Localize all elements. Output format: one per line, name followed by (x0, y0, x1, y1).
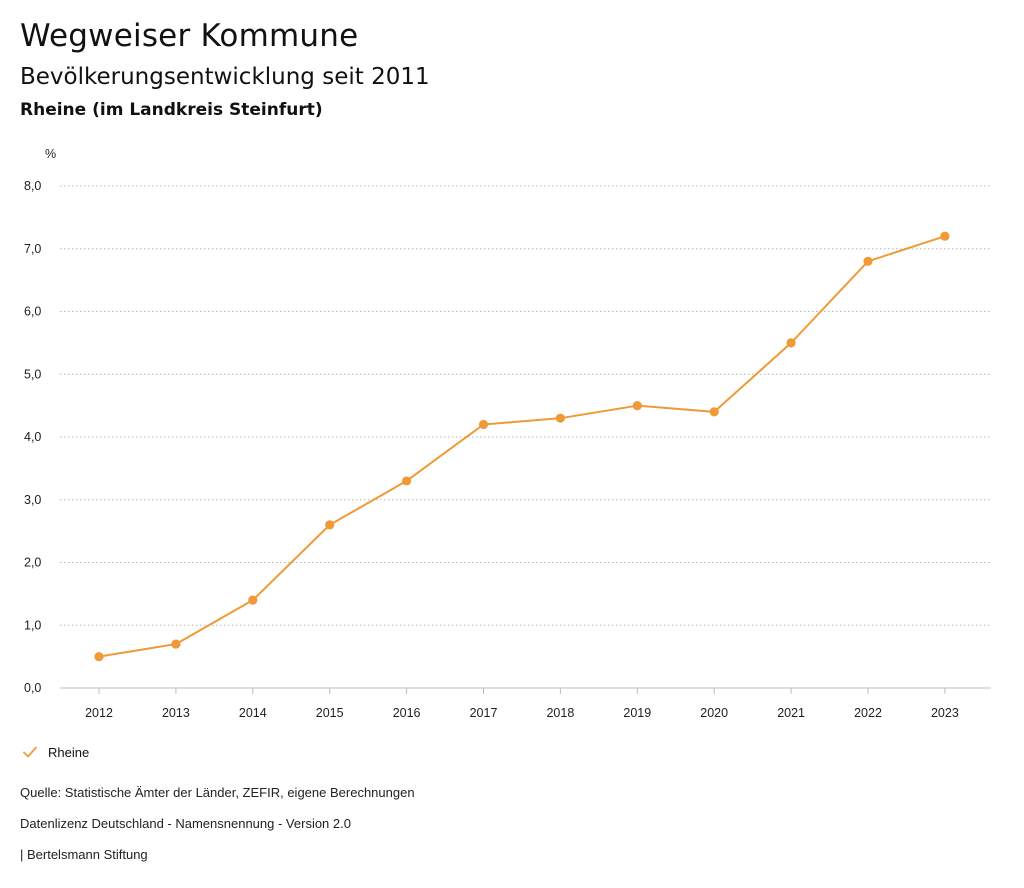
y-tick-label: 7,0 (24, 242, 41, 256)
x-tick-label: 2016 (393, 706, 421, 720)
y-tick-label: 6,0 (24, 305, 41, 319)
data-point (632, 401, 642, 411)
check-icon (23, 746, 37, 758)
legend-label-rheine: Rheine (48, 744, 90, 760)
chart-title: Bevölkerungsentwicklung seit 2011 (20, 64, 430, 90)
data-point (863, 256, 873, 266)
y-tick-label: 5,0 (24, 367, 41, 381)
x-tick-label: 2017 (470, 706, 498, 720)
header: Wegweiser Kommune Bevölkerungsentwicklun… (20, 14, 430, 122)
data-point (478, 419, 489, 430)
x-tick-label: 2018 (546, 706, 574, 720)
data-point (709, 407, 719, 417)
x-tick-label: 2014 (239, 706, 267, 720)
x-tick-label: 2019 (623, 706, 651, 720)
x-tick-label: 2022 (854, 706, 882, 720)
data-point (325, 520, 335, 530)
y-tick-label: 8,0 (24, 179, 41, 193)
y-axis-unit-label: % (45, 147, 56, 161)
chart-subtitle: Rheine (im Landkreis Steinfurt) (20, 100, 323, 120)
license-note: Datenlizenz Deutschland - Namensnennung … (20, 816, 351, 831)
data-point (786, 338, 796, 348)
data-point (402, 476, 412, 486)
line-chart: % 0,0 1,0 2,0 3,0 4,0 5,0 6,0 7,0 8,0 2012 2013 2014… (24, 147, 991, 720)
y-tick-label: 4,0 (24, 430, 41, 444)
x-tick-label: 2023 (931, 706, 959, 720)
data-point (555, 413, 566, 423)
y-tick-label: 3,0 (24, 493, 41, 507)
y-tick-label: 0,0 (24, 681, 41, 695)
legend[interactable]: Rheine (22, 744, 89, 760)
x-tick-label: 2012 (85, 706, 113, 720)
series-line-rheine (98, 235, 946, 658)
x-tick-label: 2015 (316, 706, 344, 720)
data-point (171, 639, 181, 649)
source-note: Quelle: Statistische Ämter der Länder, Z… (20, 785, 415, 800)
x-tick-label: 2013 (162, 706, 190, 720)
publisher-note: | Bertelsmann Stiftung (20, 847, 148, 862)
y-tick-label: 1,0 (24, 618, 41, 632)
y-tick-label: 2,0 (24, 556, 41, 570)
data-point (94, 652, 104, 662)
x-tick-label: 2020 (700, 706, 728, 720)
data-point (940, 231, 950, 241)
data-point (248, 595, 258, 605)
brand-title: Wegweiser Kommune (20, 18, 359, 54)
x-tick-label: 2021 (777, 706, 805, 720)
